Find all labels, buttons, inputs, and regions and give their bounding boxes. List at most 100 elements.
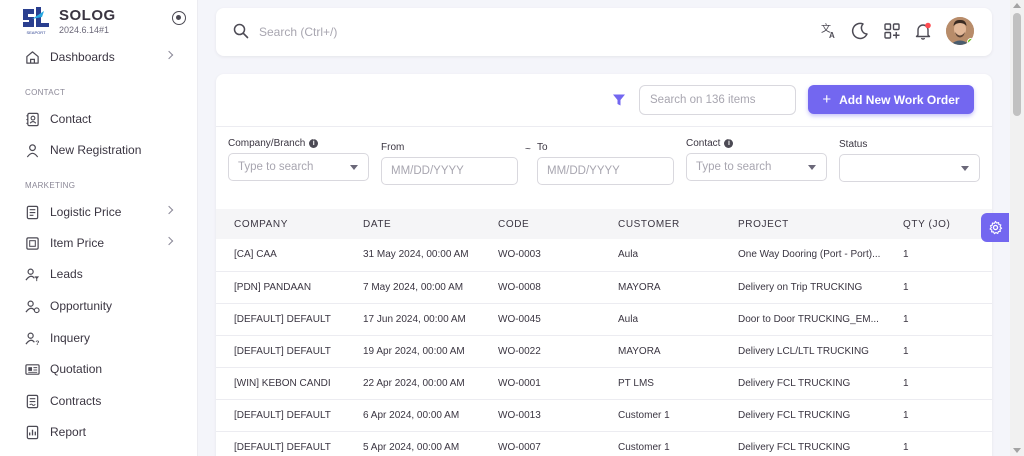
cell-company: [DEFAULT] DEFAULT [216,303,345,336]
cell-company: [DEFAULT] DEFAULT [216,399,345,432]
id-card-icon [24,361,40,377]
cell-qty: 1 [885,367,992,400]
cell-qty: 1 [885,271,992,304]
document-list-icon [24,204,40,220]
column-header-company[interactable]: COMPANY [234,218,289,230]
cell-code: WO-0045 [480,303,600,336]
chevron-right-icon [164,205,174,215]
column-header-customer[interactable]: CUSTOMER [618,218,680,230]
scrollbar-thumb[interactable] [1013,13,1021,116]
add-new-work-order-button[interactable]: + Add New Work Order [808,85,974,114]
sidebar-item-opportunity[interactable]: Opportunity [14,293,184,319]
sidebar-item-logistic-price[interactable]: Logistic Price [14,199,184,225]
cell-date: 6 Apr 2024, 00:00 AM [345,399,480,432]
table-row[interactable]: [WIN] KEBON CANDI 22 Apr 2024, 00:00 AM … [216,367,992,400]
gear-icon [989,220,1002,235]
page-scrollbar[interactable] [1010,0,1024,456]
sidebar-item-item-price[interactable]: Item Price [14,230,184,256]
column-header-date[interactable]: DATE [363,218,392,230]
column-header-project[interactable]: PROJECT [738,218,789,230]
filter-icon[interactable] [612,93,626,107]
cell-qty: 1 [885,431,992,456]
sidebar-item-inquery[interactable]: ? Inquery [14,325,184,351]
svg-text:文: 文 [821,22,831,35]
cell-customer: MAYORA [600,271,720,304]
sidebar-item-label: Contact [50,112,92,126]
cell-date: 31 May 2024, 00:00 AM [345,239,480,272]
cell-project: Delivery FCL TRUCKING [720,431,885,456]
from-date-input[interactable]: MM/DD/YYYY [381,157,518,185]
column-header-qty[interactable]: QTY (JO) [903,218,951,230]
sidebar-item-new-registration[interactable]: New Registration [14,137,184,163]
search-icon[interactable] [233,23,249,39]
cell-qty: 1 [885,303,992,336]
company-branch-select[interactable]: Type to search [228,153,369,181]
table-row[interactable]: [CA] CAA 31 May 2024, 00:00 AM WO-0003 A… [216,239,992,272]
status-label: Status [839,139,868,150]
report-icon [24,424,40,440]
sidebar-item-label: Contracts [50,394,102,408]
column-header-code[interactable]: CODE [498,218,530,230]
add-button-label: Add New Work Order [839,92,960,107]
sidebar-item-dashboards[interactable]: Dashboards [14,44,184,70]
brand-logo-icon: SEAPORT [23,7,49,35]
cell-customer: Customer 1 [600,431,720,456]
sidebar-item-quotation[interactable]: Quotation [14,356,184,382]
table-header-row: COMPANY DATE CODE CUSTOMER PROJECT QTY (… [216,209,992,239]
contact-select[interactable]: Type to search [686,153,827,181]
sidebar-pin-icon[interactable] [172,11,186,25]
sidebar-item-label: Quotation [50,362,103,376]
sidebar: SEAPORT SOLOG 2024.6.14#1 Dashboards CON… [0,0,198,456]
work-order-card: Search on 136 items + Add New Work Order… [216,74,992,456]
home-icon [24,49,40,65]
brand-version: 2024.6.14#1 [59,25,110,35]
brand[interactable]: SEAPORT SOLOG 2024.6.14#1 [20,5,190,37]
cell-code: WO-0013 [480,399,600,432]
notification-bell-icon[interactable] [914,22,932,40]
cell-project: One Way Dooring (Port - Port)... [720,239,885,272]
svg-text:?: ? [35,340,39,346]
caret-down-icon [350,165,358,170]
status-select[interactable] [839,154,980,182]
table-row[interactable]: [DEFAULT] DEFAULT 6 Apr 2024, 00:00 AM W… [216,399,992,432]
sidebar-item-label: Logistic Price [50,205,122,219]
table-row[interactable]: [DEFAULT] DEFAULT 17 Jun 2024, 00:00 AM … [216,303,992,336]
shortcuts-grid-icon[interactable] [883,22,901,40]
contact-label: Contact i [686,138,734,149]
user-filter-icon [24,266,40,282]
table-row[interactable]: [PDN] PANDAAN 7 May 2024, 00:00 AM WO-00… [216,271,992,304]
sidebar-item-leads[interactable]: Leads [14,261,184,287]
user-avatar[interactable] [946,17,974,45]
items-search-input[interactable]: Search on 136 items [639,85,796,115]
translate-icon[interactable]: 文 A [820,22,838,40]
cell-company: [DEFAULT] DEFAULT [216,431,345,456]
divider [216,126,992,127]
table-row[interactable]: [DEFAULT] DEFAULT 19 Apr 2024, 00:00 AM … [216,335,992,368]
sidebar-item-contracts[interactable]: Contracts [14,388,184,414]
from-label: From [381,142,405,153]
cell-project: Delivery FCL TRUCKING [720,367,885,400]
sidebar-item-label: Dashboards [50,50,115,64]
cell-customer: PT LMS [600,367,720,400]
dark-mode-moon-icon[interactable] [851,22,869,40]
global-search-input[interactable]: Search (Ctrl+/) [259,25,338,39]
to-date-input[interactable]: MM/DD/YYYY [537,157,674,185]
company-branch-label: Company/Branch i [228,138,319,149]
sidebar-item-label: Inquery [50,331,91,345]
cell-company: [WIN] KEBON CANDI [216,367,345,400]
section-contact: CONTACT [25,88,66,97]
sidebar-item-report[interactable]: Report [14,419,184,445]
brand-name: SOLOG [59,7,116,24]
table-row[interactable]: [DEFAULT] DEFAULT 5 Apr 2024, 00:00 AM W… [216,431,992,456]
cell-customer: Aula [600,239,720,272]
scroll-up-arrow-icon[interactable] [1013,3,1021,8]
info-icon: i [724,139,734,148]
caret-down-icon [961,166,969,171]
user-question-icon: ? [24,330,40,346]
sidebar-item-contact[interactable]: Contact [14,106,184,132]
scroll-down-arrow-icon[interactable] [1013,448,1021,453]
from-date-placeholder: MM/DD/YYYY [391,165,464,177]
customizer-settings-button[interactable] [981,213,1009,242]
cell-date: 5 Apr 2024, 00:00 AM [345,431,480,456]
contact-label-text: Contact [686,138,721,149]
